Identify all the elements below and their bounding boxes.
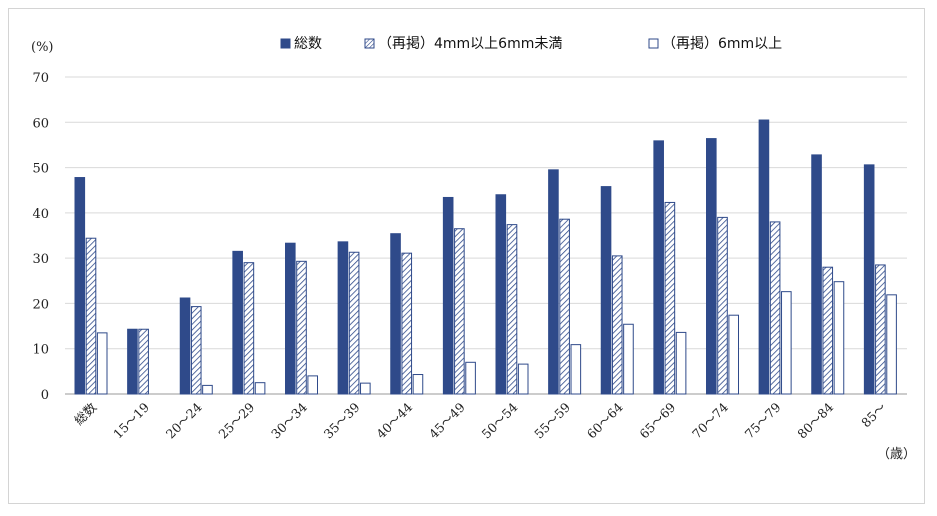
chart-frame: (%) 総数 （再掲）4mm以上6mm未満 （再掲）6mm以上 0 10 20 30 40 5… <box>8 8 925 504</box>
x-category-label: 80～84 <box>794 399 836 441</box>
bar-hatched <box>243 262 255 395</box>
bar-hatched <box>401 252 413 395</box>
x-category-label: 総数 <box>71 399 100 428</box>
y-tick-label: 20 <box>32 297 49 312</box>
x-category-label: 25～29 <box>215 399 257 441</box>
bar-outline <box>570 344 582 395</box>
bar-hatched <box>506 224 518 395</box>
bar-outline <box>465 361 476 395</box>
bar-outline <box>728 314 740 395</box>
y-tick-label: 0 <box>41 388 49 403</box>
bar-hatched <box>717 216 728 395</box>
legend-label: （再掲）4mm以上6mm未満 <box>378 36 562 52</box>
bar-solid <box>232 250 243 395</box>
bar-hatched <box>769 221 781 395</box>
bar-outline <box>412 374 424 395</box>
y-tick-label: 40 <box>32 207 49 222</box>
x-category-label: 20～24 <box>163 399 205 441</box>
x-category-label: 70～74 <box>689 399 731 441</box>
bar-solid <box>179 297 191 395</box>
x-axis-labels: 総数 15～19 20～24 25～29 30～34 35～39 40～44 45～49 50～… <box>71 399 889 441</box>
x-category-label: 55～59 <box>531 399 573 441</box>
x-category-label: 35～39 <box>321 399 363 441</box>
bar-hatched <box>559 218 570 395</box>
bar-solid <box>127 328 138 395</box>
bar-solid <box>811 154 822 395</box>
bar-outline <box>307 375 318 395</box>
bar-outline <box>254 382 266 395</box>
x-category-label: 45～49 <box>426 399 468 441</box>
x-category-label: 40～44 <box>373 399 415 441</box>
bar-solid <box>548 169 559 395</box>
bar-hatched <box>348 251 360 395</box>
bar-solid <box>653 140 664 395</box>
bar-solid <box>74 177 86 395</box>
bar-hatched <box>85 237 97 395</box>
legend-swatch-solid <box>280 38 291 49</box>
bar-outline <box>96 332 108 395</box>
bar-hatched <box>664 201 676 395</box>
bar-outline <box>360 382 371 395</box>
y-tick-label: 70 <box>32 71 49 86</box>
x-category-label: 75～79 <box>742 399 784 441</box>
bar-outline <box>781 291 792 395</box>
x-category-label: 65～69 <box>636 399 678 441</box>
bar-solid <box>758 119 770 395</box>
x-category-label: 60～64 <box>584 399 626 441</box>
bars <box>74 119 897 395</box>
bar-solid <box>863 164 875 395</box>
x-category-label: 85～ <box>858 400 889 431</box>
x-category-label: 30～34 <box>268 399 310 441</box>
bar-solid <box>495 194 507 395</box>
bar-hatched <box>822 266 834 395</box>
gridlines <box>65 76 907 395</box>
bar-hatched <box>454 228 465 395</box>
bar-solid <box>706 138 717 395</box>
bar-hatched <box>138 328 149 395</box>
y-axis-ticks: 0 10 20 30 40 50 60 70 <box>32 71 49 403</box>
bar-hatched <box>190 306 202 395</box>
bar-outline <box>202 384 213 395</box>
bar-solid <box>442 196 454 395</box>
y-tick-label: 50 <box>32 162 49 177</box>
y-unit-label: (%) <box>31 40 54 55</box>
y-tick-label: 10 <box>32 343 49 358</box>
bar-hatched <box>611 255 623 395</box>
bar-solid <box>600 186 612 395</box>
bar-outline <box>833 281 845 395</box>
x-category-label: 50～54 <box>478 399 520 441</box>
bar-solid <box>285 242 296 395</box>
y-tick-label: 30 <box>32 252 49 267</box>
bar-hatched <box>875 264 886 395</box>
legend-swatch-hatched <box>364 38 375 49</box>
x-category-label: 15～19 <box>110 399 152 441</box>
bar-outline <box>886 294 897 395</box>
legend-label: 総数 <box>294 36 322 52</box>
bar-hatched <box>296 260 307 395</box>
y-tick-label: 60 <box>32 116 49 131</box>
legend-swatch-outline <box>648 38 659 49</box>
bar-chart: (%) 総数 （再掲）4mm以上6mm未満 （再掲）6mm以上 0 10 20 30 40 5… <box>31 36 916 462</box>
legend-label: （再掲）6mm以上 <box>662 36 782 52</box>
bar-solid <box>337 241 349 395</box>
legend: 総数 （再掲）4mm以上6mm未満 （再掲）6mm以上 <box>280 36 782 52</box>
x-unit-label: （歳） <box>877 447 916 462</box>
bar-outline <box>623 323 634 395</box>
bar-outline <box>517 363 529 395</box>
bar-solid <box>390 233 401 395</box>
bar-outline <box>675 331 687 395</box>
